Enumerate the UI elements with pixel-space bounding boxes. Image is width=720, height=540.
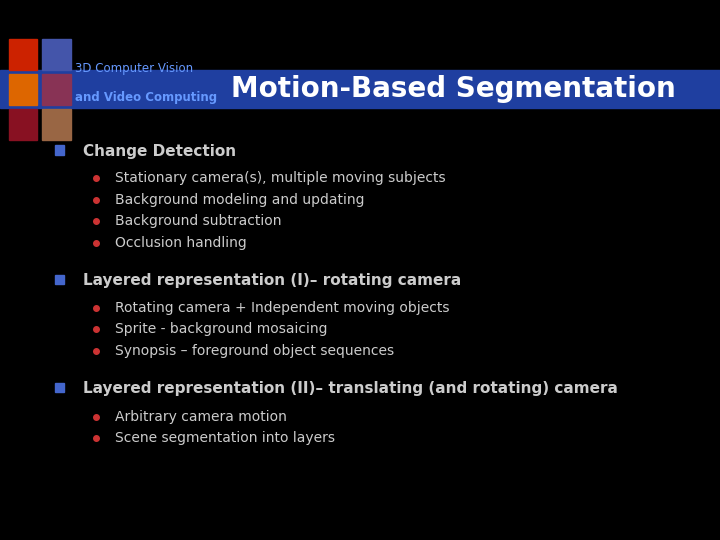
- Text: Synopsis – foreground object sequences: Synopsis – foreground object sequences: [115, 344, 395, 358]
- Text: and Video Computing: and Video Computing: [75, 91, 217, 104]
- Text: Layered representation (II)– translating (and rotating) camera: Layered representation (II)– translating…: [83, 381, 618, 396]
- Text: 3D Computer Vision: 3D Computer Vision: [75, 62, 193, 75]
- Text: Change Detection: Change Detection: [83, 144, 236, 159]
- Bar: [42, 109, 71, 140]
- Text: Stationary camera(s), multiple moving subjects: Stationary camera(s), multiple moving su…: [115, 171, 446, 185]
- Text: Layered representation (I)– rotating camera: Layered representation (I)– rotating cam…: [83, 273, 461, 288]
- Bar: [9, 74, 37, 105]
- Bar: [42, 39, 71, 70]
- Bar: [55, 275, 65, 284]
- Text: Sprite - background mosaicing: Sprite - background mosaicing: [115, 322, 328, 336]
- Text: Background subtraction: Background subtraction: [115, 214, 282, 228]
- Text: Arbitrary camera motion: Arbitrary camera motion: [115, 410, 287, 424]
- Bar: [42, 74, 71, 105]
- Text: Background modeling and updating: Background modeling and updating: [115, 193, 365, 207]
- Bar: [55, 383, 65, 392]
- Text: Scene segmentation into layers: Scene segmentation into layers: [115, 431, 336, 446]
- Text: Motion-Based Segmentation: Motion-Based Segmentation: [231, 75, 676, 103]
- Bar: [9, 109, 37, 140]
- Text: Occlusion handling: Occlusion handling: [115, 236, 247, 250]
- Bar: [9, 39, 37, 70]
- Bar: [0, 70, 720, 108]
- Text: Rotating camera + Independent moving objects: Rotating camera + Independent moving obj…: [115, 301, 450, 315]
- Bar: [55, 145, 65, 154]
